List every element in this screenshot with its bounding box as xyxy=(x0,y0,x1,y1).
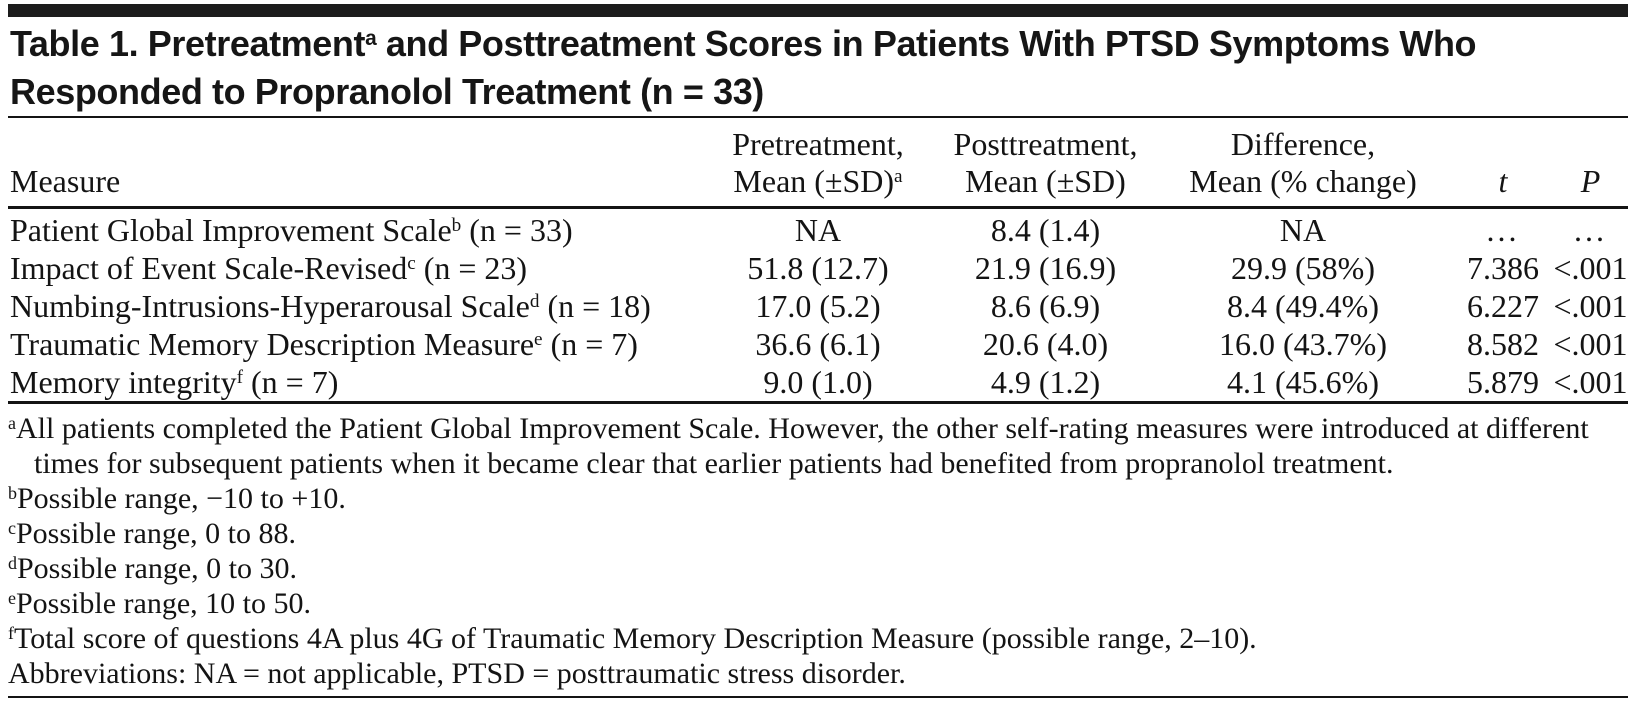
table-row: Memory integrityf (n = 7) 9.0 (1.0) 4.9 … xyxy=(8,363,1628,403)
col-header-difference-line2: Mean (% change) xyxy=(1189,163,1417,199)
difference-cell: NA xyxy=(1279,212,1327,248)
col-header-posttreatment-line1: Posttreatment, xyxy=(953,126,1138,162)
difference-cell: 4.1 (45.6%) xyxy=(1227,364,1379,400)
table-title-footnote-marker: a xyxy=(365,26,377,50)
pretreatment-cell: NA xyxy=(794,212,842,248)
t-cell: 7.386 xyxy=(1467,250,1539,286)
col-header-p: P xyxy=(1580,163,1601,199)
col-header-pretreatment: Pretreatment, Mean (±SD)a xyxy=(698,117,938,208)
bottom-divider-rule xyxy=(8,696,1628,698)
measure-cell: Traumatic Memory Description Measuree (n… xyxy=(10,326,638,362)
footnotes-block: aAll patients completed the Patient Glob… xyxy=(8,411,1628,691)
footnote-c: cPossible range, 0 to 88. xyxy=(8,517,296,550)
table-row: Numbing-Intrusions-Hyperarousal Scaled (… xyxy=(8,287,1628,325)
posttreatment-cell: 20.6 (4.0) xyxy=(982,326,1109,362)
difference-cell: 29.9 (58%) xyxy=(1231,250,1375,286)
table-figure: Table 1. Pretreatmenta and Posttreatment… xyxy=(0,4,1636,698)
p-cell: ... xyxy=(1574,212,1607,248)
posttreatment-cell: 8.6 (6.9) xyxy=(990,288,1101,324)
p-cell: <.001 xyxy=(1553,288,1628,324)
scores-table-body: Patient Global Improvement Scaleb (n = 3… xyxy=(8,208,1628,403)
p-cell: <.001 xyxy=(1553,250,1628,286)
measure-cell: Impact of Event Scale-Revisedc (n = 23) xyxy=(10,250,528,286)
footnote-c-marker: c xyxy=(8,518,16,538)
footnote-a: aAll patients completed the Patient Glob… xyxy=(8,412,1589,480)
pretreatment-footnote-marker: a xyxy=(894,166,903,188)
col-header-t: t xyxy=(1498,163,1508,199)
footnote-b-marker: b xyxy=(8,483,17,503)
scores-table: Measure Pretreatment, Mean (±SD)a Posttr… xyxy=(8,116,1628,404)
difference-cell: 16.0 (43.7%) xyxy=(1219,326,1387,362)
pretreatment-cell: 17.0 (5.2) xyxy=(755,288,881,324)
measure-footnote-marker: f xyxy=(236,367,244,389)
t-cell: 8.582 xyxy=(1467,326,1539,362)
measure-footnote-marker: d xyxy=(529,291,540,313)
footnote-f-marker: f xyxy=(8,623,14,643)
col-header-pretreatment-line1: Pretreatment, xyxy=(732,126,904,162)
measure-footnote-marker: b xyxy=(451,215,462,237)
col-header-difference: Difference, Mean (% change) xyxy=(1153,117,1453,208)
pretreatment-cell: 9.0 (1.0) xyxy=(763,364,873,400)
measure-footnote-marker: c xyxy=(407,253,416,275)
top-divider-bar xyxy=(8,4,1628,17)
header-row: Measure Pretreatment, Mean (±SD)a Posttr… xyxy=(8,117,1628,208)
t-cell: ... xyxy=(1486,212,1520,248)
footnote-f: fTotal score of questions 4A plus 4G of … xyxy=(8,622,1257,655)
t-cell: 6.227 xyxy=(1467,288,1539,324)
measure-n: (n = 23) xyxy=(415,250,528,286)
footnote-e-marker: e xyxy=(8,588,16,608)
col-header-pretreatment-line2: Mean (±SD)a xyxy=(733,163,903,199)
p-cell: <.001 xyxy=(1553,326,1628,362)
col-header-difference-line1: Difference, xyxy=(1230,126,1376,162)
measure-footnote-marker: e xyxy=(534,329,543,351)
p-cell: <.001 xyxy=(1553,364,1628,400)
posttreatment-cell: 21.9 (16.9) xyxy=(974,250,1117,286)
measure-n: (n = 33) xyxy=(461,212,573,248)
table-row: Impact of Event Scale-Revisedc (n = 23) … xyxy=(8,249,1628,287)
footnote-a-marker: a xyxy=(8,413,16,433)
col-header-posttreatment: Posttreatment, Mean (±SD) xyxy=(938,117,1153,208)
table-title-prefix: Table 1. Pretreatment xyxy=(10,23,366,64)
col-header-posttreatment-line2: Mean (±SD) xyxy=(965,163,1126,199)
table-row: Traumatic Memory Description Measuree (n… xyxy=(8,325,1628,363)
table-title-suffix: and Posttreatment Scores in Patients Wit… xyxy=(10,23,1477,112)
footnote-b: bPossible range, −10 to +10. xyxy=(8,482,346,515)
t-cell: 5.879 xyxy=(1467,364,1539,400)
measure-cell: Numbing-Intrusions-Hyperarousal Scaled (… xyxy=(10,288,651,324)
pretreatment-cell: 51.8 (12.7) xyxy=(747,250,889,286)
pretreatment-cell: 36.6 (6.1) xyxy=(755,326,881,362)
measure-cell: Memory integrityf (n = 7) xyxy=(10,364,339,400)
posttreatment-cell: 8.4 (1.4) xyxy=(990,212,1101,248)
footnote-d-marker: d xyxy=(8,553,17,573)
measure-n: (n = 18) xyxy=(539,288,651,324)
table-row: Patient Global Improvement Scaleb (n = 3… xyxy=(8,208,1628,250)
footnote-d: dPossible range, 0 to 30. xyxy=(8,552,297,585)
footnote-e: ePossible range, 10 to 50. xyxy=(8,587,311,620)
measure-n: (n = 7) xyxy=(542,326,638,362)
difference-cell: 8.4 (49.4%) xyxy=(1227,288,1379,324)
measure-cell: Patient Global Improvement Scaleb (n = 3… xyxy=(10,212,573,248)
table-title: Table 1. Pretreatmenta and Posttreatment… xyxy=(10,23,1628,113)
abbreviations-note: Abbreviations: NA = not applicable, PTSD… xyxy=(8,657,906,690)
measure-n: (n = 7) xyxy=(243,364,339,400)
posttreatment-cell: 4.9 (1.2) xyxy=(990,364,1101,400)
col-header-measure: Measure xyxy=(8,117,698,208)
scores-table-header: Measure Pretreatment, Mean (±SD)a Posttr… xyxy=(8,117,1628,208)
col-header-measure-label: Measure xyxy=(10,163,121,199)
